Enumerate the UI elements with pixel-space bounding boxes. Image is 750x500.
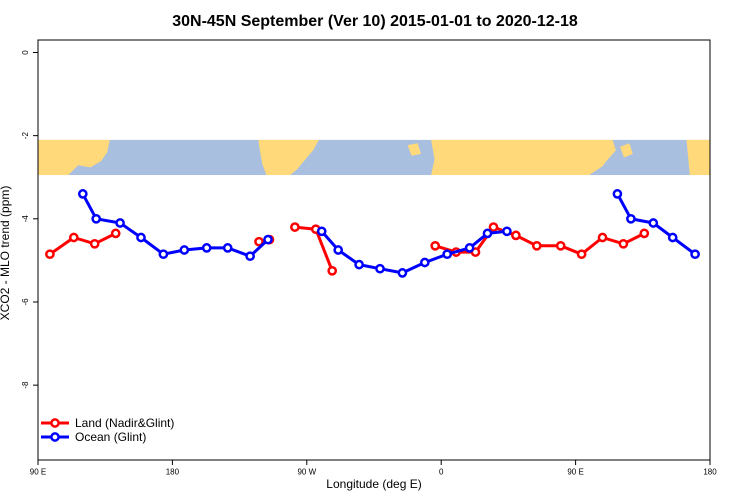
- series-layer: [45, 189, 700, 278]
- map-land-asia: [38, 139, 110, 176]
- x-tick-label: 90 W: [297, 468, 316, 477]
- data-point: [612, 189, 623, 199]
- data-point: [179, 245, 190, 255]
- map-land-japan: [620, 143, 633, 158]
- legend: Land (Nadir&Glint)Ocean (Glint): [41, 416, 174, 444]
- data-point: [245, 251, 255, 262]
- data-point: [397, 268, 408, 278]
- chart-title: 30N-45N September (Ver 10) 2015-01-01 to…: [172, 13, 578, 30]
- data-point: [511, 230, 521, 241]
- data-point: [626, 213, 636, 224]
- data-point: [419, 257, 430, 268]
- y-tick-label: -4: [21, 215, 30, 223]
- data-point: [375, 263, 385, 274]
- legend-marker: [50, 418, 60, 428]
- map-land-north-america: [258, 139, 319, 176]
- data-point: [430, 240, 441, 251]
- data-point: [110, 228, 121, 239]
- plot-frame: [37, 39, 711, 461]
- series-land: [45, 222, 650, 276]
- data-point: [91, 213, 102, 224]
- y-tick-label: -6: [21, 298, 30, 306]
- world-map-strip: [38, 139, 710, 176]
- data-point: [222, 243, 233, 253]
- data-point: [327, 265, 338, 276]
- data-point: [115, 218, 125, 228]
- x-tick-label: 90 E: [567, 468, 583, 477]
- data-point: [597, 232, 608, 243]
- map-land-eurasia: [431, 139, 616, 176]
- data-point: [45, 249, 55, 260]
- data-point: [555, 240, 566, 251]
- data-point: [667, 232, 678, 243]
- data-point: [639, 228, 650, 239]
- series-line: [81, 193, 270, 258]
- data-point: [618, 238, 629, 249]
- data-point: [488, 222, 499, 232]
- data-point: [263, 234, 273, 245]
- data-point: [89, 238, 100, 249]
- data-point: [201, 243, 212, 253]
- y-tick-label: -2: [21, 132, 30, 140]
- x-axis: 90 E 180 90 W 0 90 E 180: [30, 460, 717, 477]
- data-point: [576, 249, 587, 260]
- data-point: [136, 232, 146, 243]
- y-tick-label: -8: [21, 381, 30, 389]
- x-tick-label: 180: [703, 468, 717, 477]
- data-point: [482, 228, 493, 239]
- data-point: [68, 232, 79, 243]
- series-line: [320, 229, 508, 275]
- series-ocean: [77, 189, 700, 278]
- data-point: [690, 249, 700, 260]
- data-point: [316, 226, 327, 237]
- series-line: [294, 225, 334, 272]
- data-point: [333, 245, 344, 255]
- map-land-east: [686, 139, 710, 176]
- data-point: [290, 222, 300, 232]
- legend-label: Land (Nadir&Glint): [75, 416, 174, 430]
- series-line: [49, 232, 117, 256]
- y-axis-label: XCO2 - MLO trend (ppm): [0, 186, 12, 321]
- data-point: [442, 249, 453, 260]
- y-tick-label: 0: [21, 50, 30, 55]
- data-point: [354, 259, 364, 270]
- y-axis: 0 -2 -4 -6 -8: [21, 50, 38, 389]
- data-point: [254, 236, 264, 247]
- data-point: [502, 226, 512, 237]
- map-land-iberia: [407, 143, 421, 156]
- x-tick-label: 0: [439, 468, 444, 477]
- data-point: [158, 249, 169, 260]
- data-point: [464, 243, 475, 253]
- legend-label: Ocean (Glint): [75, 430, 146, 444]
- x-tick-label: 90 E: [30, 468, 46, 477]
- data-point: [648, 218, 659, 228]
- x-tick-label: 180: [166, 468, 180, 477]
- x-axis-label: Longitude (deg E): [326, 477, 421, 491]
- data-point: [77, 189, 88, 199]
- data-point: [531, 240, 542, 251]
- legend-marker: [50, 432, 60, 442]
